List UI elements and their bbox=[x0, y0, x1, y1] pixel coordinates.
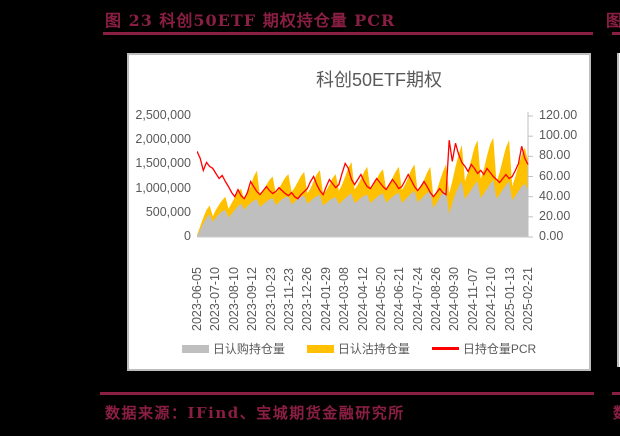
legend-label: 日认购持仓量 bbox=[212, 342, 285, 356]
y2-axis-label: 60.00 bbox=[539, 168, 571, 183]
x-axis-label: 2024-04-12 bbox=[355, 267, 370, 331]
legend-area-swatch bbox=[306, 344, 334, 353]
y-axis-right: 120.00 100.00 80.00 60.00 40.00 20.00 0.00 bbox=[129, 55, 589, 369]
y2-axis-label: 100.00 bbox=[539, 128, 578, 143]
adjacent-chart-edge bbox=[617, 53, 620, 367]
source-topline bbox=[100, 392, 594, 395]
y2-axis-label: 80.00 bbox=[539, 148, 571, 163]
y-axis-label: 1,500,000 bbox=[135, 156, 191, 171]
x-axis-label: 2023-09-12 bbox=[245, 267, 260, 331]
x-axis: 2023-06-05 2023-07-10 2023-08-10 2023-09-12… bbox=[129, 55, 589, 369]
legend: 日认购持仓量 日认沽持仓量 日持仓量PCR bbox=[129, 340, 589, 357]
adjacent-caption-underline bbox=[612, 32, 620, 35]
y2-axis-label: 0.00 bbox=[539, 229, 564, 243]
pcr-line bbox=[197, 140, 529, 200]
legend-item: 日认沽持仓量 bbox=[306, 340, 410, 357]
x-axis-label: 2024-01-29 bbox=[318, 267, 333, 331]
x-axis-label: 2023-11-23 bbox=[281, 267, 296, 331]
adjacent-source-topline bbox=[612, 392, 620, 395]
x-axis-label: 2025-01-13 bbox=[502, 267, 517, 331]
y-axis-label: 2,000,000 bbox=[135, 132, 191, 147]
x-axis-label: 2024-07-24 bbox=[410, 267, 425, 331]
legend-label: 日认沽持仓量 bbox=[337, 342, 410, 356]
x-axis-label: 2023-06-05 bbox=[190, 267, 204, 331]
y2-axis-label: 120.00 bbox=[539, 108, 578, 122]
legend-line-swatch bbox=[431, 347, 459, 350]
y-axis-label: 2,500,000 bbox=[135, 108, 191, 122]
chart-title: 科创50ETF期权 bbox=[315, 70, 443, 90]
data-source: 数据来源：IFind、宝城期货金融研究所 bbox=[105, 404, 405, 422]
x-axis-label: 2024-12-10 bbox=[484, 267, 499, 331]
caption-underline bbox=[103, 32, 593, 35]
y2-axis-label: 40.00 bbox=[539, 188, 571, 203]
figure-caption: 图 23 科创50ETF 期权持仓量 PCR bbox=[105, 11, 396, 30]
x-axis-label: 2024-03-08 bbox=[337, 267, 352, 331]
y-axis-label: 1,000,000 bbox=[135, 180, 191, 195]
y-axis-left: 2,500,000 2,000,000 1,500,000 1,000,000 500,… bbox=[129, 55, 589, 369]
x-axis-label: 2024-08-26 bbox=[429, 267, 444, 331]
x-axis-label: 2024-11-07 bbox=[465, 267, 480, 331]
x-axis-label: 2024-06-21 bbox=[392, 267, 407, 331]
x-axis-label: 2023-07-10 bbox=[208, 267, 223, 331]
legend-item: 日认购持仓量 bbox=[181, 340, 285, 357]
adjacent-caption-fragment: 图 bbox=[606, 11, 620, 29]
y-axis-label: 0 bbox=[184, 229, 191, 243]
y-axis-label: 500,000 bbox=[145, 204, 191, 219]
legend-label: 日持仓量PCR bbox=[462, 342, 537, 356]
x-axis-label: 2024-09-30 bbox=[447, 267, 462, 331]
x-axis-label: 2023-08-10 bbox=[226, 267, 241, 331]
x-axis-label: 2023-10-23 bbox=[263, 267, 278, 331]
plot-canvas bbox=[197, 112, 533, 238]
x-axis-label: 2023-12-26 bbox=[300, 267, 315, 331]
legend-area-swatch bbox=[181, 344, 209, 353]
adjacent-source-fragment: 数 bbox=[613, 402, 620, 422]
x-axis-label: 2025-02-21 bbox=[521, 267, 535, 331]
legend-item: 日持仓量PCR bbox=[431, 340, 537, 357]
x-axis-label: 2024-05-20 bbox=[373, 267, 388, 331]
y2-axis-label: 20.00 bbox=[539, 208, 571, 223]
chart-container: 科创50ETF期权 2,500,000 2,000,000 1,500,000 1,0… bbox=[127, 53, 591, 371]
